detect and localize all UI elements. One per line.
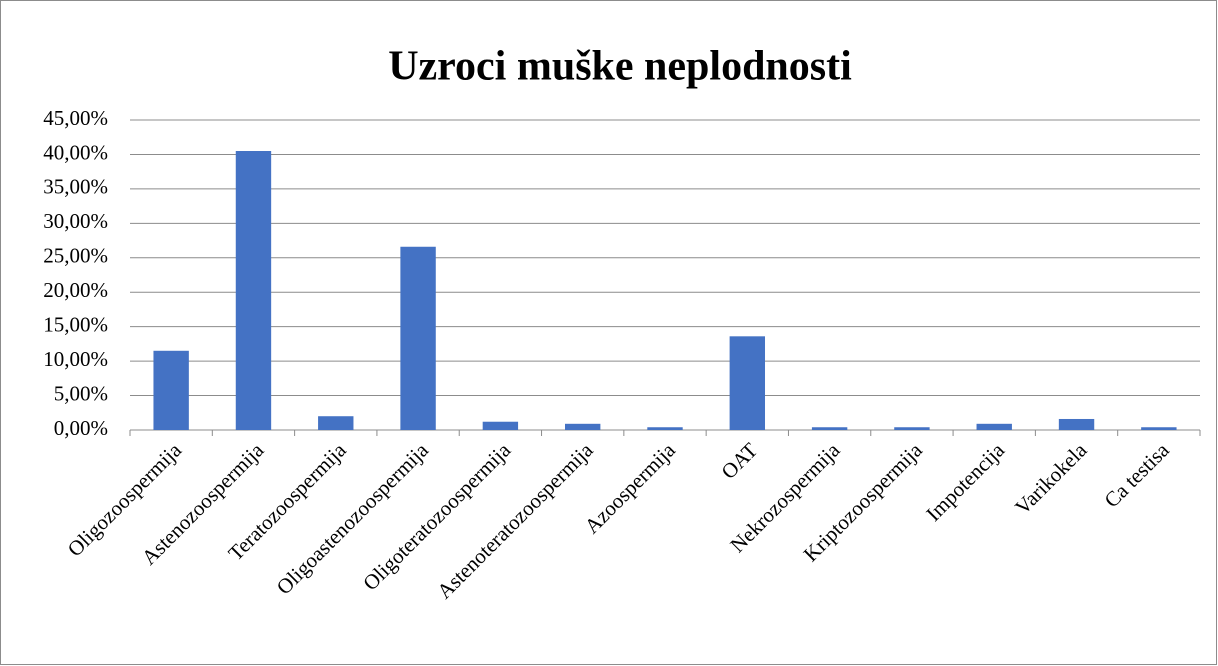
y-tick-label: 35,00% [43, 175, 108, 199]
bar [153, 350, 189, 430]
y-tick-label: 40,00% [43, 140, 108, 164]
bar [564, 423, 601, 430]
bar [976, 423, 1012, 430]
bar [729, 336, 766, 430]
y-tick-label: 5,00% [54, 381, 108, 405]
y-tick-label: 0,00% [54, 416, 108, 440]
bar [1058, 418, 1095, 430]
bar [318, 416, 354, 430]
chart-title: Uzroci muške neplodnosti [388, 44, 852, 90]
bar [482, 421, 519, 430]
y-tick-label: 20,00% [43, 278, 108, 302]
bar [235, 151, 272, 430]
y-tick-label: 45,00% [43, 106, 108, 130]
bar [894, 427, 930, 430]
y-tick-label: 10,00% [43, 347, 108, 371]
y-tick-label: 30,00% [43, 209, 108, 233]
bar [400, 246, 436, 430]
y-tick-label: 25,00% [43, 244, 108, 268]
bar [811, 427, 848, 430]
bar [1141, 427, 1177, 430]
bar [647, 427, 683, 430]
y-tick-label: 15,00% [43, 312, 108, 336]
